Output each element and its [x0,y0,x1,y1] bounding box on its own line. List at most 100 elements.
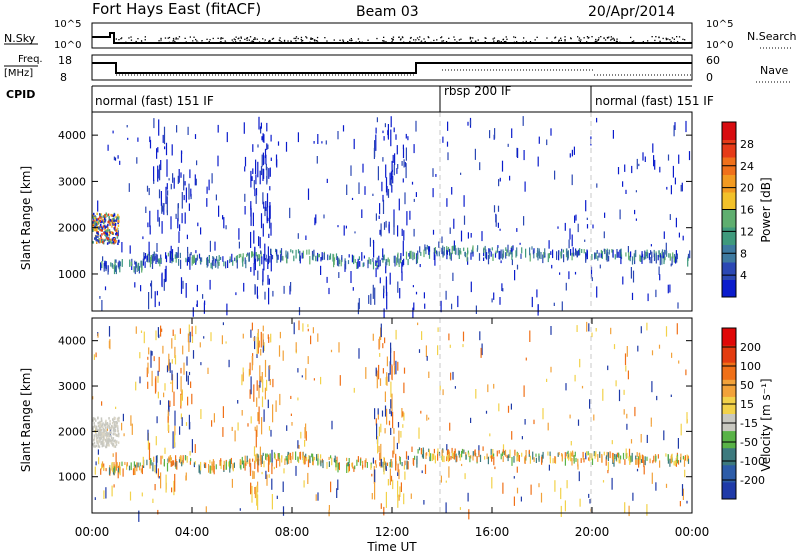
velocity-echo-point [248,368,250,377]
velocity-echo-point [640,434,642,443]
power-echo-point [186,234,188,240]
power-echo-point [157,169,159,179]
velocity-echo-point [115,441,117,444]
velocity-echo-point [101,433,104,436]
velocity-echo-point [626,452,628,459]
velocity-echo-point [287,451,289,458]
power-echo-point [529,253,531,262]
power-echo-point [108,220,110,223]
velocity-echo-point [185,472,187,481]
velocity-echo-point [425,345,427,357]
velocity-echo-point [139,462,141,467]
power-echo-point [299,250,301,257]
beam-label: Beam 03 [356,4,419,20]
noise-search-point [382,40,384,42]
velocity-echo-point [428,448,430,452]
power-echo-point [449,227,451,234]
velocity-echo-point [493,456,495,466]
power-echo-point [215,258,217,268]
velocity-echo-point [681,484,684,496]
power-echo-point [370,293,372,305]
noise-search-point [673,41,675,43]
velocity-echo-point [116,440,118,443]
noise-search-point [272,37,275,40]
velocity-echo-point [535,453,537,457]
velocity-echo-point [114,466,116,472]
velocity-echo-point [159,400,161,405]
power-echo-point [187,252,189,261]
velocity-echo-point [295,342,297,353]
velocity-echo-point [682,488,684,500]
velocity-echo-point [105,444,108,447]
power-echo-point [362,163,364,173]
velocity-echo-point [358,348,360,359]
noise-search-point [350,40,352,42]
noise-search-point [314,40,316,42]
velocity-echo-point [274,453,276,460]
velocity-echo-point [103,441,105,445]
power-echo-point [483,247,485,253]
power-echo-point [253,230,255,244]
power-plot-frame [91,111,693,312]
power-echo-point [659,274,661,281]
velocity-echo-point [506,454,508,459]
velocity-echo-point [113,439,116,443]
noise-search-point [355,41,357,44]
velocity-echo-point [642,457,644,463]
power-echo-point [187,126,189,135]
velocity-echo-point [351,462,353,467]
power-echo-point [361,209,363,218]
velocity-echo-point [260,460,262,465]
power-echo-point [665,242,667,255]
noise-search-point [670,41,672,43]
power-echo-point [688,151,691,161]
power-echo-point [96,241,98,244]
power-echo-point [638,163,640,167]
noise-search-point [610,39,612,41]
power-echo-point [515,250,517,258]
power-echo-point [114,228,116,232]
velocity-ytick-label: 3000 [58,380,86,393]
noise-right-label: N.Search [747,30,797,43]
power-echo-point [467,121,469,126]
freq-panel-frame [91,54,693,81]
velocity-echo-point [348,463,350,472]
power-echo-point [383,285,385,294]
power-echo-point [385,177,388,193]
velocity-echo-point [256,336,258,355]
power-echo-point [393,255,395,263]
power-echo-point [231,253,233,263]
velocity-echo-point [453,451,456,459]
power-echo-point [477,245,479,250]
velocity-echo-point [676,323,678,335]
velocity-echo-point [492,454,494,459]
velocity-echo-point [135,326,137,334]
power-echo-point [290,282,292,292]
noise-search-point [283,39,286,42]
velocity-echo-point [326,461,328,469]
velocity-echo-point [565,383,567,391]
power-echo-point [498,250,500,260]
noise-search-point [558,40,560,42]
power-echo-point [183,174,185,191]
power-echo-point [673,125,675,137]
power-echo-point [110,240,112,244]
velocity-echo-point [560,505,562,517]
velocity-echo-point [290,456,292,464]
velocity-echo-point [146,459,148,466]
power-echo-point [293,255,295,262]
velocity-echo-point [397,472,399,476]
power-echo-point [166,159,168,177]
power-echo-point [250,208,252,226]
velocity-echo-point [116,424,118,428]
noise-search-point [410,36,412,39]
velocity-echo-point [182,455,184,463]
power-echo-point [385,258,387,266]
velocity-echo-point [250,329,252,338]
velocity-echo-point [378,426,380,437]
power-echo-point [286,255,288,264]
noise-search-point [525,40,527,43]
velocity-echo-point [646,434,648,443]
power-echo-point [516,228,518,232]
velocity-y-axis-title: Slant Range [km] [19,368,33,472]
